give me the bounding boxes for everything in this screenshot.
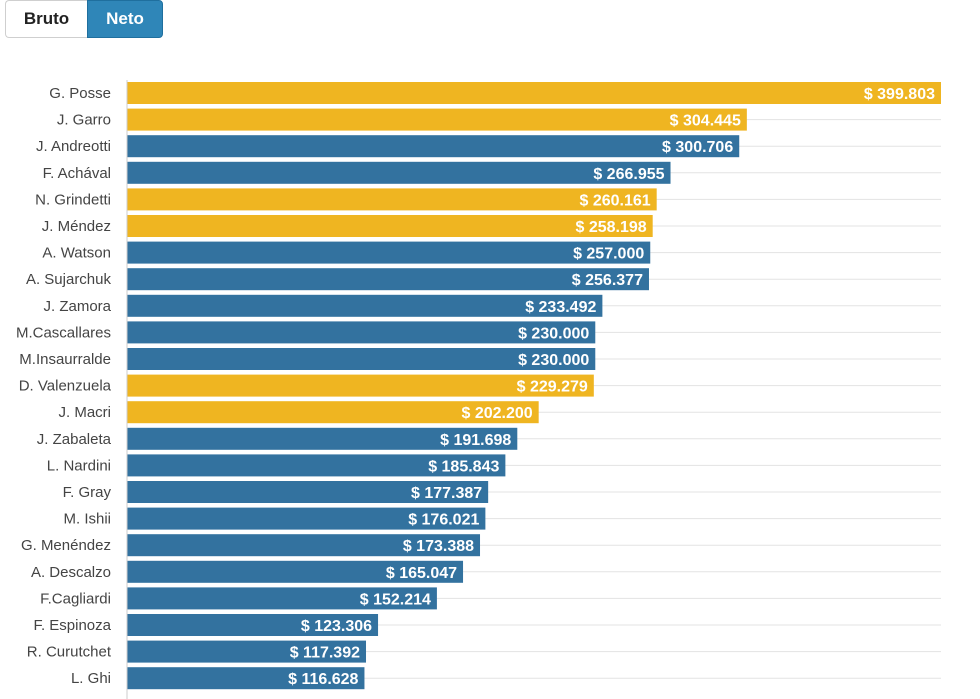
value-label: $ 177.387 [411,485,482,502]
bar[interactable] [127,427,518,450]
category-label: J. Andreotti [36,138,111,155]
category-label: F. Gray [63,484,112,501]
value-label: $ 266.955 [593,166,664,183]
category-label: A. Descalzo [31,564,111,581]
value-label: $ 260.161 [580,192,651,209]
value-label: $ 123.306 [301,618,372,635]
bar[interactable] [127,241,651,264]
value-label: $ 304.445 [670,113,741,130]
value-label: $ 173.388 [403,538,474,555]
bar[interactable] [127,454,506,477]
bar[interactable] [127,560,464,583]
bar[interactable] [127,294,603,317]
category-label: J. Méndez [42,218,111,235]
value-label: $ 152.214 [360,591,431,608]
value-label: $ 229.279 [517,379,588,396]
category-label: G. Menéndez [21,537,111,554]
category-label: J. Zamora [43,298,111,315]
bar[interactable] [127,135,740,158]
value-label: $ 300.706 [662,139,733,156]
category-label: D. Valenzuela [19,378,112,395]
value-label: $ 116.628 [288,671,358,688]
category-label: J. Zabaleta [37,431,112,448]
category-labels: G. Posse J. Garro J. Andreotti F. Achával N.… [16,85,112,687]
value-label: $ 117.392 [290,645,360,662]
bar[interactable] [127,348,596,370]
value-label: $ 258.198 [576,219,647,236]
category-label: J. Garro [57,112,111,129]
value-label: $ 257.000 [573,246,644,263]
category-label: F. Achával [43,165,111,182]
category-label: M.Cascallares [16,324,111,341]
category-label: N. Grindetti [35,191,111,208]
bar[interactable] [127,188,657,211]
bruto-button[interactable]: Bruto [5,0,87,38]
value-label: $ 185.843 [428,458,499,475]
bars [127,82,941,690]
bar[interactable] [127,614,379,636]
category-label: L. Nardini [47,457,111,474]
gross-net-toggle: Bruto Neto [5,0,163,38]
value-label: $ 230.000 [518,325,589,342]
bar[interactable] [127,587,437,610]
category-label: F. Espinoza [33,617,111,634]
category-label: A. Sujarchuk [26,271,112,288]
bar[interactable] [127,640,367,663]
neto-button[interactable]: Neto [87,0,163,38]
category-label: M. Ishii [63,511,111,528]
bar[interactable] [127,215,653,237]
bar[interactable] [127,507,486,530]
bar[interactable] [127,667,365,690]
bar[interactable] [127,401,539,424]
category-label: F.Cagliardi [40,590,111,607]
bar[interactable] [127,481,489,503]
bar[interactable] [127,268,649,291]
category-label: R. Curutchet [27,644,112,661]
value-label: $ 191.698 [440,432,511,449]
bar[interactable] [127,82,941,104]
category-label: L. Ghi [71,670,111,687]
value-label: $ 176.021 [408,512,479,529]
category-label: G. Posse [49,85,111,102]
bar[interactable] [127,534,481,557]
value-label: $ 202.200 [461,405,532,422]
value-label: $ 233.492 [525,299,596,316]
bar[interactable] [127,108,747,131]
bar[interactable] [127,321,596,344]
bar[interactable] [127,374,594,397]
category-label: J. Macri [59,404,112,421]
value-label: $ 165.047 [386,565,457,582]
category-label: M.Insaurralde [19,351,111,368]
value-labels: $ 399.803 $ 304.445 $ 300.706 $ 266.955 $ 26… [288,86,935,688]
category-label: A. Watson [42,245,111,262]
value-label: $ 230.000 [518,352,589,369]
bar[interactable] [127,161,671,184]
value-label: $ 399.803 [864,86,935,103]
value-label: $ 256.377 [572,272,643,289]
